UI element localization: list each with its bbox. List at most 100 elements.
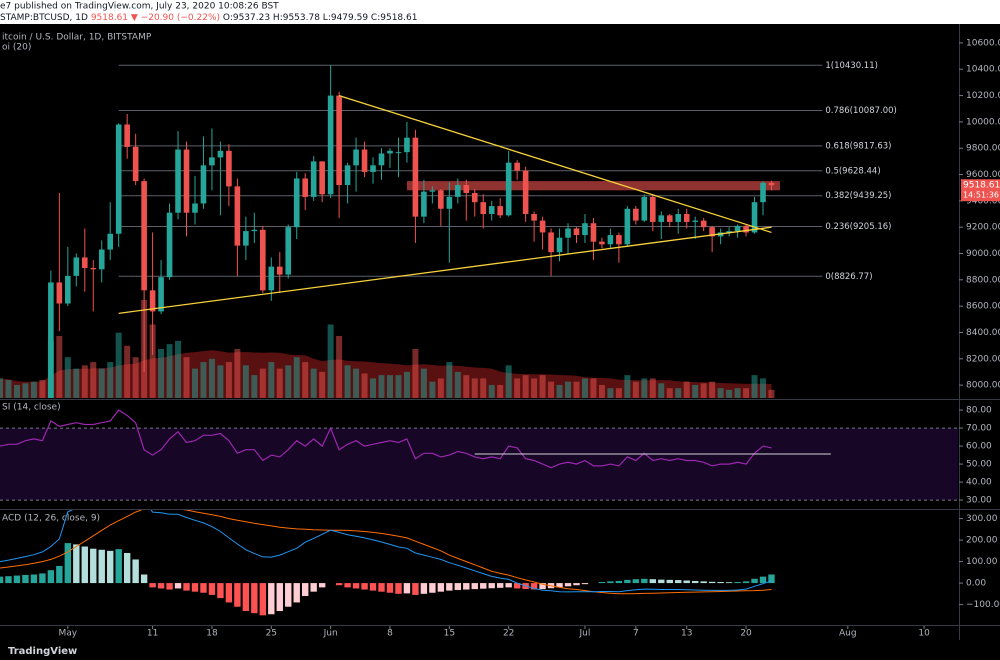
candle-body	[285, 227, 292, 275]
volume-bar	[378, 375, 385, 398]
candle-body	[226, 150, 232, 187]
volume-bar	[726, 389, 733, 398]
volume-bar	[217, 365, 224, 398]
macd-hist-bar	[666, 579, 673, 584]
volume-bar	[590, 378, 597, 398]
volume-bar	[632, 381, 639, 398]
candle-body	[734, 225, 741, 232]
candle-body	[192, 203, 198, 213]
macd-hist-bar	[30, 574, 38, 584]
macd-hist-bar	[632, 579, 640, 584]
resistance-zone	[406, 181, 780, 191]
volume-bar	[734, 388, 741, 398]
candle-body	[599, 241, 605, 245]
volume-bar	[251, 375, 258, 398]
macd-hist-bar	[717, 582, 724, 584]
macd-hist-bar	[480, 583, 487, 589]
macd-hist-bar	[225, 583, 233, 603]
ohlc: O:9537.23 H:9553.78 L:9479.59 C:9518.61	[223, 13, 418, 23]
macd-hist-bar	[107, 550, 114, 584]
candle-body	[166, 212, 173, 278]
candle-body	[327, 95, 334, 195]
fib-label: 0.5(9628.44)	[825, 166, 880, 176]
candle-body	[675, 214, 682, 222]
y-tick-label: 200.00	[966, 536, 998, 546]
volume-bar	[539, 375, 546, 398]
y-tick-label: 70.00	[966, 424, 992, 434]
volume-bar	[107, 362, 114, 398]
macd-hist-bar	[505, 583, 512, 588]
volume-bar	[149, 324, 156, 398]
macd-hist-bar	[573, 583, 580, 586]
candle-body	[200, 165, 207, 204]
x-tick-label: 11	[147, 629, 158, 639]
x-tick-label: May	[59, 629, 78, 639]
fib-label: 0(8826.77)	[825, 272, 872, 282]
volume-bar	[615, 388, 622, 398]
volume-bar	[386, 375, 393, 398]
volume-bar	[98, 368, 105, 398]
macd-hist-bar	[361, 583, 368, 590]
countdown: 14:51:36	[963, 191, 999, 200]
macd-hist-bar	[166, 583, 173, 590]
volume-bar	[658, 383, 665, 398]
candle-body	[692, 220, 698, 222]
volume-bar	[344, 365, 351, 398]
candle-body	[124, 124, 130, 147]
volume-bar	[175, 340, 182, 398]
volume-bar	[56, 335, 63, 398]
candle-body	[412, 137, 419, 217]
volume-bar	[191, 368, 198, 398]
candle-body	[683, 214, 690, 222]
macd-hist-bar	[530, 583, 538, 590]
volume-bar	[22, 383, 29, 398]
macd-hist-bar	[768, 574, 775, 584]
volume-bar	[166, 344, 173, 398]
candle-body	[132, 146, 139, 182]
macd-hist-bar	[5, 576, 12, 584]
y-tick-label: −100.00	[966, 600, 1000, 610]
publisher: e7 published on TradingView.com, July 23…	[0, 2, 279, 12]
candle-body	[141, 181, 147, 291]
candle-body	[243, 231, 249, 246]
macd-hist-bar	[200, 583, 207, 593]
pane	[0, 64, 823, 398]
symbol: STAMP:BTCUSD, 1D	[0, 13, 88, 23]
volume-bar	[420, 368, 427, 398]
volume-bar	[514, 378, 521, 398]
macd-hist-bar	[268, 583, 275, 615]
volume-bar	[675, 388, 682, 398]
candle-body	[438, 190, 444, 209]
candle-body	[90, 267, 97, 270]
candle-body	[446, 196, 453, 209]
macd-hist-bar	[463, 583, 470, 590]
candle-body	[149, 290, 156, 312]
macd-hist-bar	[259, 583, 267, 616]
candle-body	[709, 227, 715, 237]
candle-body	[251, 229, 258, 232]
volume-bar	[683, 381, 690, 398]
candle-body	[497, 206, 503, 216]
macd-hist-bar	[140, 574, 148, 584]
macd-hist-bar	[293, 583, 300, 603]
macd-hist-bar	[22, 574, 29, 584]
y-tick-label: 8000.00	[966, 381, 1000, 391]
volume-bar	[751, 375, 758, 398]
candle-body	[268, 266, 275, 291]
candle-body	[751, 202, 758, 233]
volume-bar	[760, 378, 767, 398]
macd-line	[0, 510, 772, 593]
macd-hist-bar	[310, 583, 317, 592]
volume-bar	[598, 384, 605, 398]
candle-body	[395, 152, 402, 154]
macd-hist-bar	[496, 583, 504, 588]
candle-body	[115, 124, 122, 234]
volume-bar	[505, 365, 512, 398]
candle-body	[531, 214, 537, 221]
candle-body	[107, 233, 114, 250]
x-tick-label: 18	[206, 629, 218, 639]
macd-hist-bar	[183, 583, 190, 591]
macd-hist-bar	[47, 570, 55, 584]
candle-body	[522, 170, 529, 215]
